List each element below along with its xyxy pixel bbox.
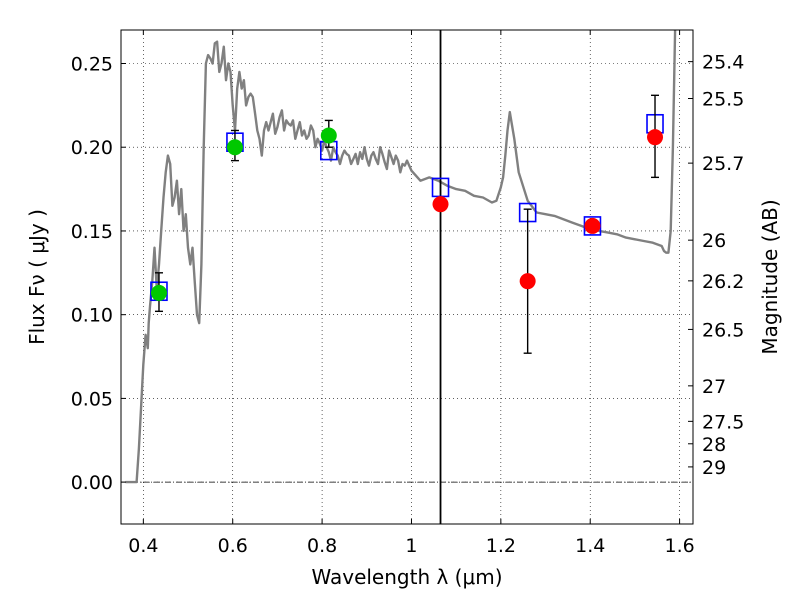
x-tick-label: 1.2 [486,535,516,557]
right-tick-label: 25.5 [702,88,744,110]
x-tick-label: 1 [405,535,417,557]
green-data-point [320,127,337,144]
right-axis-title: Magnitude (AB) [758,199,782,354]
right-tick-label: 25.4 [702,52,744,74]
y-tick-label: 0.10 [71,305,113,327]
plot-area [121,30,693,524]
green-data-point [226,139,243,156]
right-tick-label: 26 [702,230,726,252]
right-tick-label: 26.5 [702,319,744,341]
axis-ticks: 0.4 0.6 0.8 1 1.2 1.4 1.6 0.00 0.05 0.10 0.15 0.20 0… [71,30,744,557]
marker-layer [150,94,664,354]
x-tick-label: 0.8 [307,535,337,557]
y-tick-label: 0.25 [71,53,113,75]
data-layer [121,30,693,524]
y-axis-title: Flux Fν ( μJy ) [25,209,49,345]
x-tick-label: 0.6 [218,535,248,557]
red-data-point [519,273,536,290]
red-data-point [432,196,449,213]
right-tick-label: 26.2 [702,271,744,293]
x-tick-label: 0.4 [128,535,158,557]
red-data-point [647,129,664,146]
sed-template-line [125,30,677,484]
red-data-point [584,217,601,234]
x-tick-label: 1.4 [575,535,605,557]
y-tick-label: 0.00 [71,472,113,494]
right-tick-label: 27.5 [702,411,744,433]
right-tick-label: 25.7 [702,153,744,175]
x-axis-title: Wavelength λ (μm) [311,565,502,589]
right-tick-label: 29 [702,457,726,479]
y-tick-label: 0.15 [71,221,113,243]
right-tick-label: 27 [702,376,726,398]
x-tick-label: 1.6 [664,535,694,557]
y-tick-label: 0.20 [71,137,113,159]
plot-frame [120,29,694,525]
y-tick-label: 0.05 [71,388,113,410]
right-tick-label: 28 [702,434,726,456]
green-data-point [150,284,167,301]
